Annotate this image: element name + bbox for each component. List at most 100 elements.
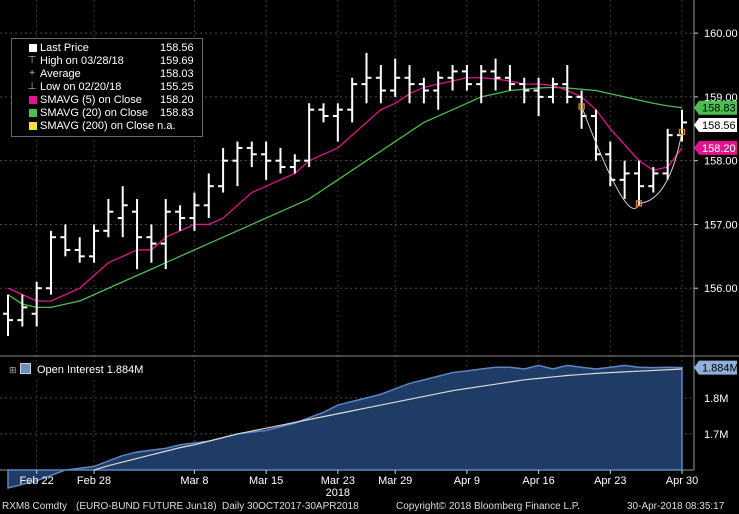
last-price-tag-text: 158.56: [702, 120, 736, 132]
open-interest-average-line: [93, 368, 683, 471]
ohlc-bar: [117, 186, 128, 238]
smavg-5-tag-shape: [694, 140, 737, 155]
ohlc-bar: [476, 65, 487, 104]
legend-row-average: + Average 158.03: [12, 68, 202, 80]
oi-y-tick-label: 1.7M: [704, 429, 728, 441]
ohlc-bar: [361, 52, 372, 104]
ohlc-bar: [605, 141, 616, 187]
price-chart: 160.00159.00158.00157.00156.001.8M1.7MFe…: [0, 0, 739, 499]
x-tick-label: Mar 23: [321, 475, 355, 487]
last-price-tag: 158.56: [694, 117, 737, 132]
x-tick-label: Apr 30: [666, 475, 698, 487]
ohlc-bar: [3, 294, 13, 337]
smavg-5-line: [7, 77, 683, 302]
y-tick-label: 160.00: [704, 28, 738, 40]
ohlc-bar: [576, 90, 587, 129]
x-tick-label: Apr 16: [522, 475, 554, 487]
ohlc-bar: [146, 224, 157, 263]
ohlc-bar: [74, 237, 85, 263]
low-marker-icon: ⊥: [27, 81, 37, 92]
open-interest-tag-shape: [694, 360, 737, 375]
legend-row-smavg20: SMAVG (20) on Close 158.83: [12, 107, 202, 119]
legend-row-smavg200: SMAVG (200) on Close n.a.: [12, 120, 202, 132]
smavg-5-tag: 158.20: [694, 140, 737, 155]
expand-icon[interactable]: ⊞: [9, 365, 17, 375]
y-tick-label: 156.00: [704, 283, 738, 295]
ohlc-bar: [275, 147, 286, 174]
ohlc-bar: [332, 103, 343, 142]
high-marker-icon: ⊤: [27, 55, 37, 66]
open-interest-tag-text: 1.884M: [702, 363, 739, 375]
open-interest-area: [7, 364, 683, 489]
pattern-anchor-marker: [635, 200, 643, 207]
magenta-square-icon: [29, 96, 37, 104]
ohlc-bar: [132, 198, 143, 270]
ohlc-bar: [619, 160, 630, 199]
x-tick-label: Apr 23: [594, 475, 626, 487]
yellow-square-icon: [29, 122, 37, 130]
ohlc-bar: [246, 141, 257, 168]
ohlc-bar: [304, 103, 315, 168]
average-marker-icon: +: [29, 68, 35, 79]
green-square-icon: [29, 109, 37, 117]
y-tick-label: 157.00: [704, 219, 738, 231]
ticker-label: RXM8 Comdty: [2, 501, 68, 512]
ohlc-bar: [648, 167, 659, 193]
ohlc-bar: [218, 147, 229, 193]
ohlc-bar: [175, 205, 186, 231]
oi-y-tick-label: 1.8M: [704, 393, 728, 405]
smavg-20-tag-shape: [694, 100, 737, 115]
timestamp: 30-Apr-2018 08:35:17: [627, 501, 725, 512]
ohlc-bar: [633, 160, 644, 206]
ohlc-bar: [261, 141, 272, 180]
y-tick-label: 158.00: [704, 156, 738, 168]
x-tick-label: Mar 15: [249, 475, 283, 487]
x-tick-label: Mar 29: [378, 475, 412, 487]
ohlc-bar: [347, 77, 358, 123]
ohlc-bar: [519, 77, 530, 104]
ohlc-bar: [160, 198, 171, 270]
ohlc-bar: [677, 109, 687, 142]
last-price-tag-shape: [694, 117, 737, 132]
white-square-icon: [29, 44, 37, 52]
ohlc-bar: [490, 58, 501, 91]
ohlc-bar: [562, 65, 573, 104]
ohlc-bar: [533, 77, 544, 117]
pattern-anchor-marker: [578, 103, 585, 110]
x-tick-label: Mar 8: [180, 475, 208, 487]
smavg-5-tag-text: 158.20: [702, 143, 736, 155]
ohlc-bar: [418, 77, 429, 104]
year-label: 2018: [326, 487, 350, 499]
ohlc-bar: [31, 281, 42, 327]
ohlc-bar: [461, 65, 472, 91]
x-tick-label: Feb 22: [20, 475, 54, 487]
smavg-20-line: [7, 86, 683, 309]
legend-row-last-price: Last Price 158.56: [12, 42, 202, 54]
smavg-20-tag-text: 158.83: [702, 103, 736, 115]
ohlc-bar: [590, 109, 601, 161]
ohlc-bar: [318, 103, 329, 123]
ohlc-bar: [46, 230, 57, 295]
footer-bar: RXM8 Comdty (EURO-BUND FUTURE Jun18) Dai…: [0, 500, 739, 514]
x-tick-label: Feb 28: [77, 475, 111, 487]
ohlc-bar: [404, 65, 415, 104]
ohlc-bar: [60, 224, 71, 257]
ohlc-bar: [375, 65, 386, 104]
ohlc-bar: [17, 294, 28, 327]
legend-row-high: ⊤ High on 03/28/18 159.69: [27, 55, 194, 67]
pattern-anchor-marker: [678, 128, 686, 136]
x-tick-label: Apr 9: [454, 475, 480, 487]
legend-box: Last Price 158.56 ⊤ High on 03/28/18 159…: [11, 38, 203, 137]
blue-square-icon: [20, 363, 31, 374]
legend-row-smavg5: SMAVG (5) on Close 158.20: [12, 94, 202, 106]
open-interest-tag: 1.884M: [694, 360, 739, 375]
security-name: (EURO-BUND FUTURE Jun18): [76, 501, 217, 512]
ohlc-bar: [189, 192, 200, 231]
smavg-20-tag: 158.83: [694, 100, 737, 115]
ohlc-bar: [504, 65, 515, 91]
copyright: Copyright© 2018 Bloomberg Finance L.P.: [396, 501, 580, 512]
open-interest-legend: ⊞ Open Interest 1.884M: [5, 362, 148, 378]
legend-row-low: ⊥ Low on 02/20/18 155.25: [27, 81, 194, 93]
ohlc-bar: [289, 154, 300, 174]
ohlc-bar: [662, 128, 673, 180]
